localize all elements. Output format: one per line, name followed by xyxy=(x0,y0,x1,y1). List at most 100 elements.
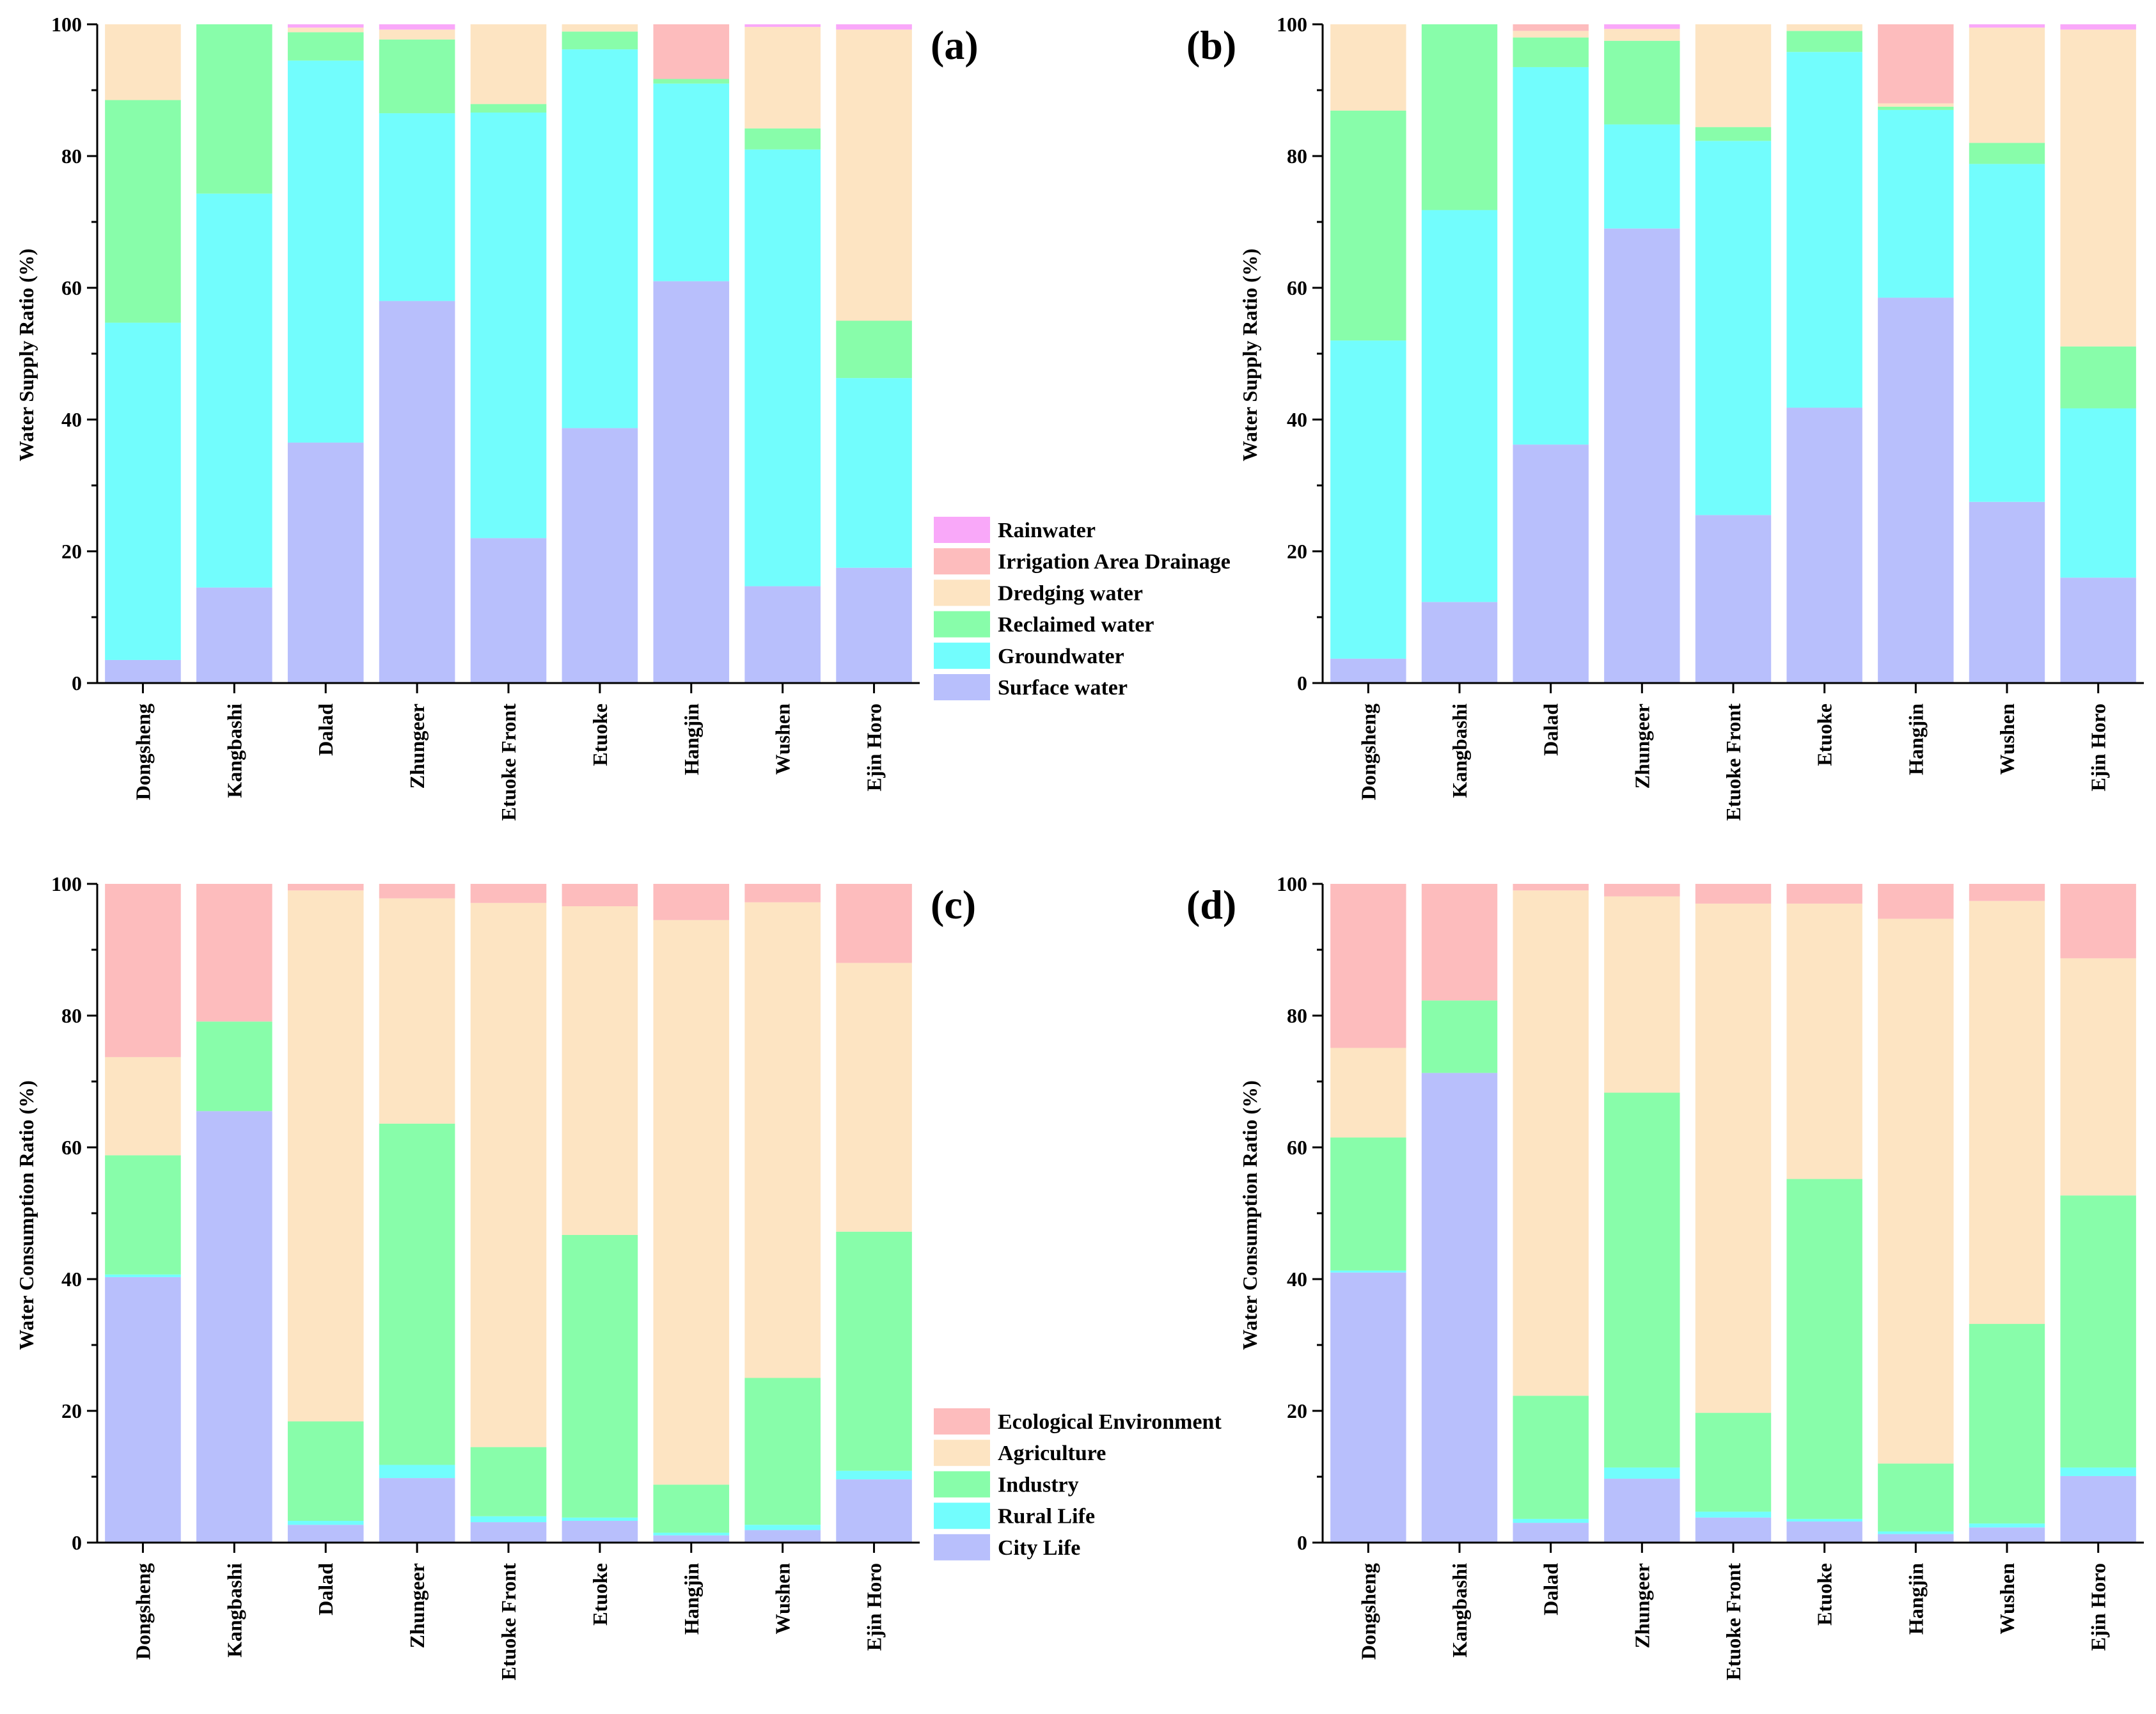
y-tick-label-100: 100 xyxy=(1277,872,1307,895)
panel-c: (c) 0 20 40 60 80 100 Dongsheng Kangbashi Dalad Z… xyxy=(15,872,1222,1680)
x-tick-label-etuoke-front: Etuoke Front xyxy=(497,1563,520,1681)
bar-segment-industry-hangjin xyxy=(653,1484,730,1533)
bar-segment-dredging-water-etuoke xyxy=(562,24,638,32)
bar-segment-city-life-dongsheng xyxy=(105,1277,181,1543)
bar-segment-dredging-water-dongsheng xyxy=(1330,24,1406,111)
bars-panel-b xyxy=(1330,24,2136,683)
bar-segment-agriculture-etuoke xyxy=(562,906,638,1235)
x-tick-label-dalad: Dalad xyxy=(314,1563,337,1616)
bar-segment-reclaimed-water-ejin-horo xyxy=(836,320,912,379)
bar-segment-agriculture-wushen xyxy=(1969,900,2045,1325)
bar-segment-reclaimed-water-wushen xyxy=(744,128,821,150)
axes-panel-b: 0 20 40 60 80 100 Dongsheng Kangbashi Dalad Zhung… xyxy=(1277,13,2144,821)
bar-segment-ecological-environment-hangjin xyxy=(1878,884,1954,919)
y-axis-title-a: Water Supply Ratio (%) xyxy=(15,249,38,462)
bar-segment-ecological-environment-kangbashi xyxy=(1421,884,1498,1001)
x-tick-label-etuoke: Etuoke xyxy=(1813,1563,1836,1626)
legend-swatch-agriculture xyxy=(934,1440,990,1466)
bar-segment-agriculture-zhungeer xyxy=(379,898,455,1124)
x-tick-label-etuoke-front: Etuoke Front xyxy=(497,704,520,821)
bar-segment-ecological-environment-etuoke-front xyxy=(470,884,547,903)
bar-segment-groundwater-dalad xyxy=(1513,67,1589,445)
bar-segment-industry-etuoke xyxy=(562,1234,638,1518)
bar-segment-groundwater-hangjin xyxy=(653,83,730,281)
x-tick-label-kangbashi: Kangbashi xyxy=(1448,1563,1471,1658)
bar-segment-rural-life-etuoke-front xyxy=(1695,1511,1772,1518)
x-tick-label-etuoke: Etuoke xyxy=(588,704,611,766)
bar-segment-rural-life-etuoke xyxy=(562,1517,638,1521)
bar-segment-ecological-environment-etuoke xyxy=(562,884,638,907)
bar-segment-dredging-water-etuoke-front xyxy=(470,24,547,104)
y-tick-label-40: 40 xyxy=(1287,1268,1307,1291)
bar-segment-city-life-dongsheng xyxy=(1330,1272,1406,1543)
bar-segment-city-life-ejin-horo xyxy=(836,1479,912,1543)
legend-swatch-irrigation-area-drainage xyxy=(934,548,990,575)
bar-segment-reclaimed-water-etuoke xyxy=(562,31,638,50)
bar-segment-rural-life-etuoke xyxy=(1786,1518,1862,1522)
legend-panel-a: Rainwater Irrigation Area Drainage Dredgin… xyxy=(934,517,1231,700)
bar-segment-city-life-wushen xyxy=(1969,1527,2045,1543)
bar-segment-ecological-environment-dongsheng xyxy=(1330,884,1406,1048)
bar-segment-city-life-kangbashi xyxy=(196,1111,272,1543)
legend-label-reclaimed-water: Reclaimed water xyxy=(998,613,1154,637)
bar-segment-surface-water-hangjin xyxy=(653,281,730,683)
bar-segment-city-life-kangbashi xyxy=(1421,1073,1498,1543)
bar-segment-groundwater-hangjin xyxy=(1878,109,1954,298)
x-tick-label-wushen: Wushen xyxy=(771,1563,794,1635)
bar-segment-groundwater-kangbashi xyxy=(1421,210,1498,602)
bar-segment-agriculture-zhungeer xyxy=(1604,896,1680,1093)
bar-segment-surface-water-kangbashi xyxy=(196,587,272,683)
bar-segment-rural-life-ejin-horo xyxy=(836,1470,912,1480)
panel-a: (a) 0 20 40 60 80 100 Dongsheng Kangbashi Dalad Z… xyxy=(15,13,1231,821)
bar-segment-industry-kangbashi xyxy=(196,1021,272,1112)
y-tick-label-100: 100 xyxy=(1277,13,1307,36)
y-tick-label-20: 20 xyxy=(1287,540,1307,563)
y-tick-label-20: 20 xyxy=(1287,1399,1307,1422)
bar-segment-groundwater-dalad xyxy=(287,60,364,443)
bar-segment-agriculture-dongsheng xyxy=(1330,1048,1406,1138)
bar-segment-groundwater-kangbashi xyxy=(196,193,272,588)
bar-segment-city-life-dalad xyxy=(287,1525,364,1543)
bar-segment-agriculture-dalad xyxy=(287,890,364,1422)
bar-segment-ecological-environment-dalad xyxy=(1513,884,1589,891)
x-tick-label-dongsheng: Dongsheng xyxy=(131,1563,154,1660)
bar-segment-agriculture-etuoke-front xyxy=(470,902,547,1447)
bar-segment-surface-water-dalad xyxy=(287,443,364,683)
bar-segment-surface-water-zhungeer xyxy=(379,301,455,684)
bar-segment-groundwater-wushen xyxy=(1969,164,2045,502)
bar-segment-agriculture-hangjin xyxy=(1878,918,1954,1464)
y-tick-label-40: 40 xyxy=(61,1268,82,1291)
bar-segment-reclaimed-water-etuoke xyxy=(1786,31,1862,52)
x-tick-label-ejin-horo: Ejin Horo xyxy=(863,704,886,791)
bar-segment-agriculture-ejin-horo xyxy=(836,963,912,1232)
x-tick-label-dalad: Dalad xyxy=(314,704,337,756)
bar-segment-reclaimed-water-zhungeer xyxy=(1604,40,1680,125)
y-tick-label-0: 0 xyxy=(72,1531,82,1554)
bar-segment-reclaimed-water-ejin-horo xyxy=(2060,346,2136,409)
legend-swatch-industry xyxy=(934,1471,990,1498)
bar-segment-industry-dalad xyxy=(1513,1396,1589,1519)
bar-segment-groundwater-wushen xyxy=(744,149,821,586)
x-tick-label-wushen: Wushen xyxy=(771,704,794,775)
x-tick-label-hangjin: Hangjin xyxy=(680,704,703,775)
bar-segment-industry-dongsheng xyxy=(105,1155,181,1275)
bar-segment-groundwater-ejin-horo xyxy=(2060,408,2136,578)
bar-segment-irrigation-area-drainage-dalad xyxy=(1513,24,1589,31)
bar-segment-agriculture-etuoke xyxy=(1786,903,1862,1179)
bar-segment-ecological-environment-etuoke-front xyxy=(1695,884,1772,904)
bar-segment-reclaimed-water-kangbashi xyxy=(1421,24,1498,210)
y-tick-label-100: 100 xyxy=(51,13,82,36)
x-tick-label-wushen: Wushen xyxy=(1995,704,2018,775)
legend-swatch-rural-life xyxy=(934,1502,990,1529)
x-tick-label-zhungeer: Zhungeer xyxy=(1630,1563,1653,1648)
x-tick-label-dalad: Dalad xyxy=(1539,704,1562,756)
bar-segment-reclaimed-water-zhungeer xyxy=(379,39,455,114)
bar-segment-dredging-water-zhungeer xyxy=(1604,29,1680,41)
panel-d: (d) 0 20 40 60 80 100 Dongsheng Kangbashi Dalad Z… xyxy=(1186,872,2144,1680)
panel-label-c: (c) xyxy=(931,882,976,927)
x-tick-label-hangjin: Hangjin xyxy=(1904,1563,1927,1635)
axes-panel-c: 0 20 40 60 80 100 Dongsheng Kangbashi Dalad Zhung… xyxy=(51,872,920,1680)
y-axis-title-d: Water Consumption Ratio (%) xyxy=(1238,1080,1261,1350)
bar-segment-rural-life-dalad xyxy=(287,1521,364,1525)
x-tick-label-dalad: Dalad xyxy=(1539,1563,1562,1616)
